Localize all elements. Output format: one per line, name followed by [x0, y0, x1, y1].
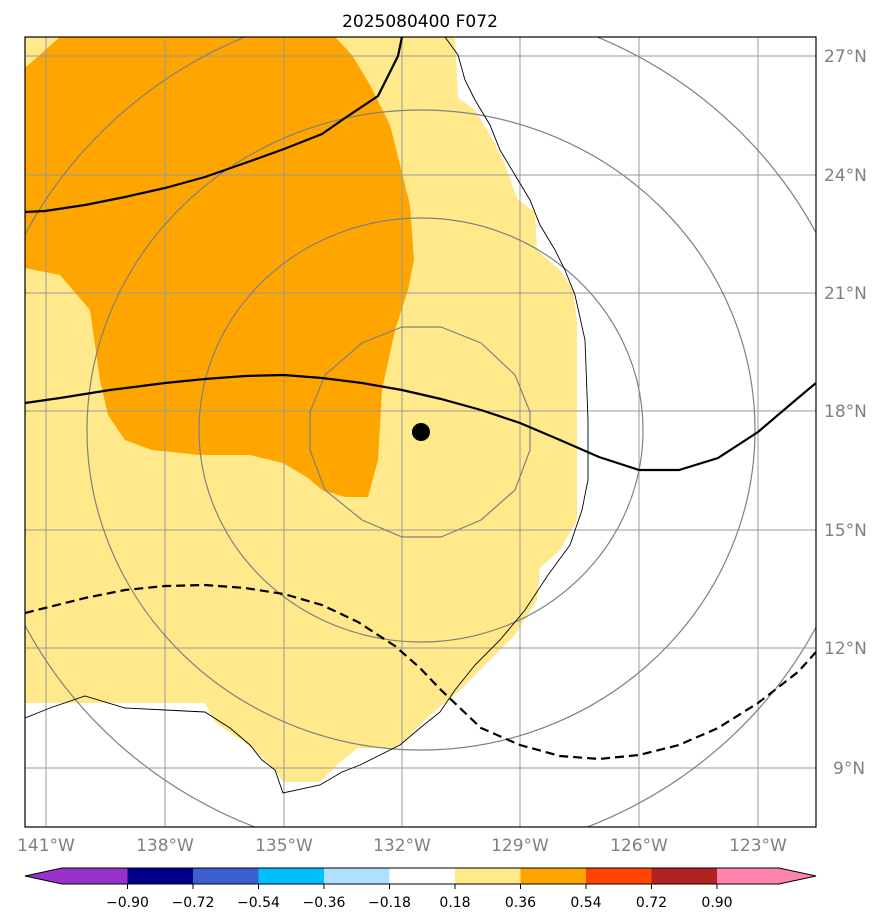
coastline	[25, 37, 589, 794]
range-ring-3	[86, 109, 756, 751]
lon-label-129w: 129°W	[491, 836, 549, 856]
colorbar-segment-9	[586, 868, 652, 884]
lat-label-21n: 21°N	[824, 284, 867, 304]
colorbar-tick-label: −0.90	[106, 895, 149, 911]
shade-region-036-054	[25, 37, 414, 497]
contour-solid-middle	[25, 373, 816, 472]
colorbar-tick-label: 0.90	[701, 895, 732, 911]
colorbar-ticks	[127, 884, 718, 889]
colorbar-tick-label: 0.54	[570, 895, 601, 911]
lat-label-27n: 27°N	[824, 47, 867, 67]
colorbar-outline	[24, 867, 817, 885]
colorbar-extend-high	[779, 868, 816, 884]
lat-labels: 27°N 24°N 21°N 18°N 15°N 12°N 9°N	[824, 47, 867, 779]
lon-label-132w: 132°W	[373, 836, 431, 856]
map-frame	[24, 36, 817, 828]
colorbar-tick-label: −0.54	[237, 895, 280, 911]
colorbar-tick-label: 0.18	[439, 895, 470, 911]
lon-label-141w: 141°W	[17, 836, 75, 856]
map-area	[25, 37, 816, 827]
lat-label-9n: 9°N	[833, 759, 865, 779]
colorbar-segment-8	[520, 868, 586, 884]
colorbar-segment-6	[389, 868, 455, 884]
colorbar-segment-2	[127, 868, 193, 884]
lon-label-138w: 138°W	[136, 836, 194, 856]
lon-label-135w: 135°W	[255, 836, 313, 856]
colorbar-segment-7	[455, 868, 521, 884]
contour-solid-upper	[25, 37, 404, 214]
colorbar-extend-low	[25, 868, 62, 884]
range-ring-2	[198, 217, 644, 643]
storm-center-marker	[412, 423, 430, 441]
range-rings	[25, 37, 816, 827]
colorbar-segment-11	[717, 868, 779, 884]
plot-title: 2025080400 F072	[342, 12, 498, 32]
lat-label-18n: 18°N	[824, 402, 867, 422]
lat-label-24n: 24°N	[824, 166, 867, 186]
colorbar-segment-10	[651, 868, 717, 884]
lon-label-123w: 123°W	[729, 836, 787, 856]
colorbar-tick-label: −0.18	[368, 895, 411, 911]
lat-label-12n: 12°N	[824, 639, 867, 659]
colorbar-tick-label: −0.72	[172, 895, 215, 911]
lat-label-15n: 15°N	[824, 521, 867, 541]
colorbar-segment-4	[258, 868, 324, 884]
coastline-east	[25, 37, 589, 794]
colorbar-segment-5	[324, 868, 390, 884]
colorbar-tick-label: 0.36	[505, 895, 536, 911]
colorbar-tick-label: −0.36	[303, 895, 346, 911]
colorbar-tick-label: 0.72	[636, 895, 667, 911]
colorbar-segment-3	[193, 868, 259, 884]
colorbar: −0.90 −0.72 −0.54 −0.36 −0.18 0.18 0.36 …	[24, 867, 817, 911]
colorbar-segment-1	[62, 868, 128, 884]
contour-dashed-left	[25, 583, 816, 761]
lon-labels: 141°W 138°W 135°W 132°W 129°W 126°W 123°…	[17, 836, 787, 856]
range-ring-1	[309, 326, 531, 538]
lon-label-126w: 126°W	[610, 836, 668, 856]
